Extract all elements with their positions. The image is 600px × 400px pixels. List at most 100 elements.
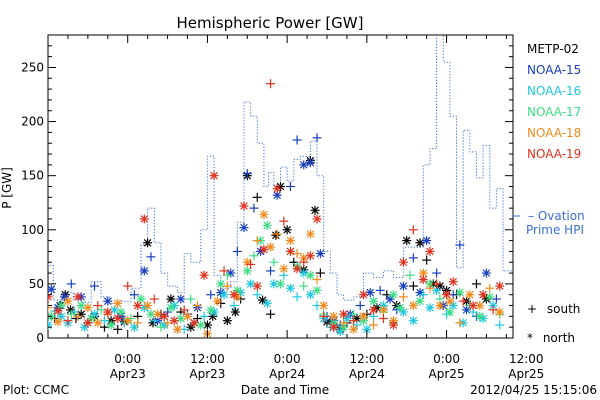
point-noaa-18-45 <box>455 318 465 328</box>
north-marker-legend: * north <box>527 331 575 345</box>
point-noaa-17-40 <box>405 270 415 280</box>
point-noaa-15-29 <box>299 160 309 170</box>
point-noaa-15-30 <box>305 158 315 168</box>
point-noaa-16-22 <box>246 279 256 289</box>
y-axis: 0 50 100 150 200 250 <box>21 45 513 345</box>
south-marker-symbol: + <box>527 302 537 316</box>
x-axis: 0:00Apr2312:00Apr230:00Apr2412:00Apr240:… <box>47 35 544 381</box>
point-noaa-18-49 <box>495 307 505 317</box>
point-noaa-15-10 <box>139 266 149 276</box>
point-noaa-19-35 <box>349 316 359 326</box>
point-noaa-19-37 <box>369 305 378 315</box>
point-noaa-19-49 <box>478 290 488 300</box>
point-noaa-19-40 <box>398 257 408 267</box>
point-noaa-15-1 <box>48 284 56 294</box>
point-noaa-18-36 <box>369 320 378 330</box>
x-tick-label-date-5: Apr25 <box>508 367 544 381</box>
point-noaa-18-22 <box>259 210 269 220</box>
point-noaa-16-29 <box>299 268 309 278</box>
point-noaa-16-24 <box>262 298 272 308</box>
point-metp-02-4 <box>71 314 81 324</box>
point-noaa-18-44 <box>445 296 455 306</box>
point-noaa-16-14 <box>169 301 179 311</box>
point-noaa-18-15 <box>192 301 202 311</box>
point-noaa-19-47 <box>458 296 468 306</box>
y-tick-label-0: 0 <box>36 331 44 345</box>
x-tick-label-time-0: 0:00 <box>114 352 141 366</box>
point-noaa-15-37 <box>355 301 365 311</box>
x-tick-label-date-2: Apr24 <box>269 367 305 381</box>
point-noaa-19-41 <box>408 225 418 235</box>
point-noaa-19-39 <box>388 320 398 330</box>
point-noaa-19-21 <box>246 259 256 269</box>
point-noaa-17-1 <box>56 301 66 311</box>
point-noaa-16-7 <box>99 316 109 326</box>
point-noaa-17-36 <box>369 296 378 306</box>
point-noaa-17-48 <box>485 292 495 302</box>
point-noaa-18-1 <box>53 317 63 327</box>
point-noaa-19-0 <box>48 292 53 302</box>
point-noaa-19-7 <box>113 314 123 324</box>
point-noaa-19-22 <box>252 281 262 291</box>
x-tick-label-date-1: Apr23 <box>189 367 225 381</box>
point-noaa-19-12 <box>159 311 169 321</box>
point-metp-02-32 <box>282 225 292 235</box>
point-noaa-17-14 <box>186 294 196 304</box>
point-noaa-19-51 <box>495 281 505 291</box>
point-noaa-18-11 <box>153 309 163 319</box>
point-noaa-19-31 <box>312 214 322 224</box>
point-noaa-18-3 <box>73 311 83 321</box>
point-noaa-19-1 <box>53 306 63 316</box>
point-metp-02-49 <box>415 238 425 248</box>
point-noaa-19-9 <box>133 301 143 311</box>
point-noaa-16-27 <box>285 283 295 293</box>
point-noaa-15-23 <box>249 203 259 213</box>
y-tick-label-200: 200 <box>21 115 44 129</box>
point-metp-02-28 <box>258 295 268 305</box>
point-noaa-19-14 <box>179 305 189 315</box>
point-noaa-18-0 <box>48 303 53 313</box>
point-noaa-16-0 <box>48 320 53 330</box>
point-noaa-18-2 <box>63 296 73 306</box>
y-tick-label-100: 100 <box>21 223 44 237</box>
point-noaa-17-30 <box>312 285 322 295</box>
point-metp-02-10 <box>113 324 123 334</box>
point-noaa-19-2 <box>63 316 73 326</box>
point-noaa-19-8 <box>123 281 133 291</box>
point-noaa-16-2 <box>56 311 66 321</box>
point-noaa-17-47 <box>475 311 485 321</box>
point-noaa-19-45 <box>442 290 452 300</box>
x-tick-label-date-0: Apr23 <box>110 367 146 381</box>
point-noaa-16-6 <box>90 309 99 319</box>
point-noaa-16-52 <box>495 320 505 330</box>
point-noaa-17-24 <box>269 257 279 267</box>
point-noaa-16-44 <box>425 303 435 313</box>
point-noaa-18-12 <box>163 318 173 328</box>
point-noaa-19-28 <box>292 264 302 274</box>
point-noaa-18-30 <box>312 275 322 285</box>
point-noaa-17-11 <box>156 322 166 332</box>
point-noaa-17-4 <box>86 314 96 324</box>
point-noaa-17-20 <box>242 266 252 276</box>
point-noaa-16-12 <box>149 316 159 326</box>
point-noaa-15-14 <box>176 294 186 304</box>
legend-entry-noaa-16: NOAA-16 <box>527 84 581 98</box>
x-tick-label-time-4: 0:00 <box>433 352 460 366</box>
y-tick-label-250: 250 <box>21 60 44 74</box>
point-metp-02-24 <box>230 307 240 317</box>
south-marker-legend: + south <box>527 302 580 316</box>
point-noaa-18-25 <box>279 264 289 274</box>
point-noaa-19-17 <box>209 171 219 181</box>
point-metp-02-3 <box>66 305 76 315</box>
point-noaa-15-21 <box>239 223 249 233</box>
x-tick-label-time-5: 12:00 <box>509 352 544 366</box>
point-noaa-19-3 <box>73 292 83 302</box>
point-noaa-18-43 <box>435 301 445 311</box>
satellite-points <box>48 79 505 338</box>
point-noaa-15-7 <box>103 296 113 306</box>
point-noaa-15-22 <box>242 169 252 179</box>
point-metp-02-47 <box>402 236 412 246</box>
point-noaa-19-10 <box>139 214 149 224</box>
point-noaa-17-17 <box>216 279 226 289</box>
